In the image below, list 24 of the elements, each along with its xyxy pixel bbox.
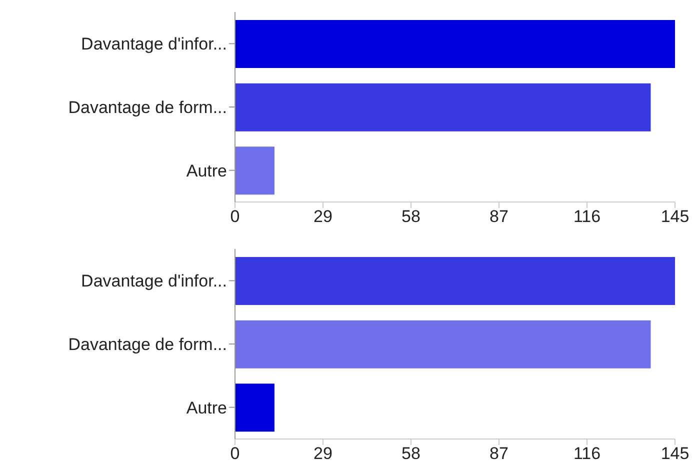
y-tick-label: Davantage d'infor... — [81, 34, 227, 54]
y-tick-label: Davantage d'infor... — [81, 272, 227, 291]
bar — [235, 257, 675, 305]
bar — [235, 20, 675, 68]
x-tick-label: 87 — [490, 444, 508, 464]
x-tick-label: 145 — [660, 207, 690, 226]
x-tick-label: 116 — [573, 444, 601, 464]
bar — [235, 320, 651, 368]
x-tick-label: 58 — [402, 207, 420, 226]
x-tick-label: 0 — [230, 207, 240, 226]
bar — [235, 146, 274, 195]
y-tick-label: Autre — [186, 398, 227, 418]
x-tick-label: 29 — [314, 207, 332, 226]
x-tick-label: 29 — [314, 444, 332, 464]
x-tick-label: 116 — [573, 207, 601, 226]
x-tick-label: 145 — [660, 444, 690, 464]
x-tick-label: 58 — [402, 444, 420, 464]
y-tick-label: Davantage de form... — [68, 335, 227, 354]
x-tick-label: 87 — [490, 207, 508, 226]
y-tick-label: Autre — [186, 161, 227, 180]
bar — [235, 384, 274, 432]
y-tick-label: Davantage de form... — [68, 98, 227, 118]
bar — [235, 83, 651, 132]
x-tick-label: 0 — [230, 444, 240, 464]
